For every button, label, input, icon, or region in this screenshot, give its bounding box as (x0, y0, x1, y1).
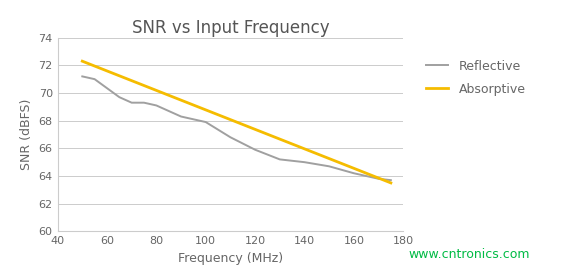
Text: SNR vs Input Frequency: SNR vs Input Frequency (131, 19, 329, 37)
Legend: Reflective, Absorptive: Reflective, Absorptive (421, 55, 530, 101)
X-axis label: Frequency (MHz): Frequency (MHz) (178, 252, 283, 265)
Y-axis label: SNR (dBFS): SNR (dBFS) (20, 99, 33, 170)
Text: www.cntronics.com: www.cntronics.com (409, 248, 530, 261)
